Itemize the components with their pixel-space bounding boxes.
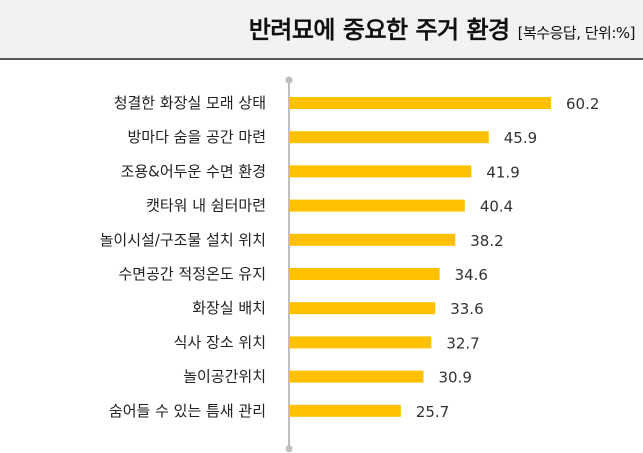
category-label: 식사 장소 위치 [174, 333, 266, 351]
value-label: 38.2 [470, 232, 503, 250]
chart-title: 반려묘에 중요한 주거 환경 [248, 16, 510, 44]
bar [289, 165, 472, 178]
value-label: 33.6 [450, 300, 483, 318]
category-label: 조용&어두운 수면 환경 [121, 162, 266, 180]
bar [289, 302, 436, 315]
value-label: 40.4 [480, 198, 513, 216]
category-label: 숨어들 수 있는 틈새 관리 [109, 402, 266, 420]
value-label: 32.7 [446, 334, 479, 352]
bar-chart: 청결한 화장실 모래 상태 60.2 방마다 숨을 공간 마련 45.9 조용&어두운 … [100, 76, 599, 453]
bar [289, 268, 440, 280]
value-label: 30.9 [438, 369, 471, 387]
value-label: 34.6 [455, 266, 488, 284]
bar [289, 233, 456, 246]
category-label: 수면공간 적정온도 유지 [118, 265, 266, 283]
value-label: 60.2 [566, 95, 599, 113]
chart-header: 반려묘에 중요한 주거 환경 [복수응답, 단위:%] [0, 0, 643, 60]
value-label: 25.7 [416, 403, 449, 421]
bar [289, 336, 432, 349]
category-label: 청결한 화장실 모래 상태 [114, 94, 266, 112]
axis-top-marker [285, 76, 293, 84]
bar [289, 370, 424, 383]
category-label: 놀이공간위치 [183, 368, 266, 386]
axis-bottom-marker [285, 445, 293, 453]
chart-subtitle: [복수응답, 단위:%] [517, 24, 636, 42]
category-label: 화장실 배치 [192, 299, 266, 317]
bar [289, 131, 489, 144]
value-label: 45.9 [504, 129, 537, 147]
bar [289, 199, 465, 212]
category-label: 놀이시설/구조물 설치 위치 [100, 231, 266, 249]
title-group: 반려묘에 중요한 주거 환경 [복수응답, 단위:%] [248, 10, 636, 45]
category-label: 캣타워 내 쉼터마련 [146, 197, 266, 215]
bar [289, 97, 551, 109]
bar [289, 404, 401, 417]
value-label: 41.9 [486, 163, 519, 181]
category-label: 방마다 숨을 공간 마련 [127, 128, 266, 146]
